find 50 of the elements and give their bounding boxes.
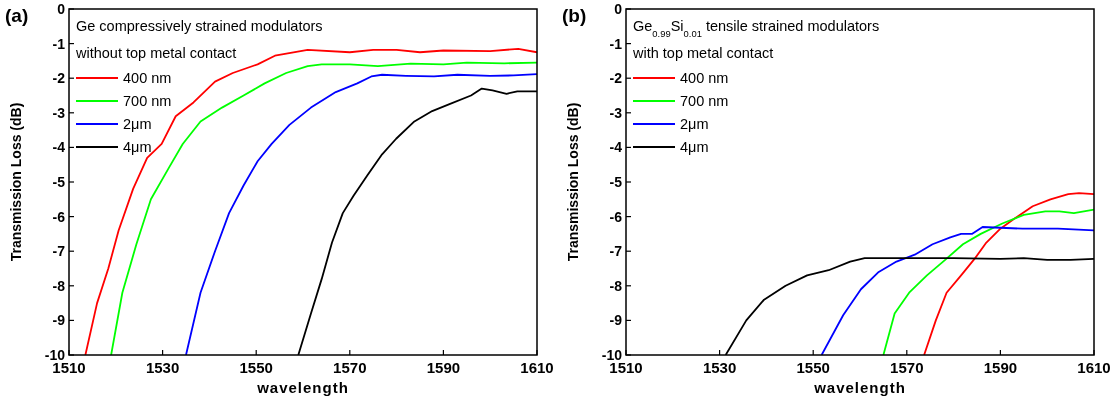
x-tick-label: 1610 (1077, 359, 1111, 376)
y-tick-label: -5 (52, 174, 66, 190)
line-series (923, 192, 1094, 355)
line-series (185, 73, 537, 355)
y-tick-label: -2 (52, 70, 66, 87)
legend-label: 2μm (680, 116, 709, 132)
x-tick-label: 1590 (983, 359, 1018, 376)
line-series (820, 226, 1094, 355)
y-tick-label: -7 (609, 243, 623, 260)
y-tick-label: -3 (609, 104, 623, 121)
y-tick-label: -9 (52, 312, 66, 329)
y-tick-label: -3 (52, 104, 66, 121)
y-tick-label: -1 (609, 35, 623, 52)
y-tick-label: -9 (609, 312, 623, 329)
y-tick-label: -4 (52, 139, 66, 156)
y-tick-label: -2 (609, 70, 623, 87)
y-axis-title: Transmission Loss (dB) (8, 102, 24, 262)
legend-label: 400 nm (123, 70, 172, 86)
legend-title: Ge compressively strained modulators without top metal contact (75, 18, 323, 61)
legend-label: 400 nm (680, 70, 729, 86)
y-tick-label: 0 (57, 1, 66, 17)
chart-title: (a) (5, 5, 29, 26)
y-tick-label: -6 (609, 208, 623, 225)
line-series (882, 208, 1094, 355)
x-tick-label: 1590 (426, 359, 461, 376)
x-tick-label: 1610 (520, 359, 554, 376)
legend-label: 700 nm (123, 93, 172, 109)
y-axis-title: Transmission Loss (dB) (565, 102, 581, 262)
x-axis-title: wavelength (813, 379, 906, 396)
legend-label: 4μm (123, 139, 152, 155)
legend-label: 4μm (680, 139, 709, 155)
y-tick-label: -7 (52, 243, 66, 260)
legend-label: 2μm (123, 116, 152, 132)
chart-title: (b) (562, 5, 587, 26)
x-tick-label: 1570 (890, 359, 924, 376)
y-tick-label: -8 (52, 277, 66, 294)
legend-label: 700 nm (680, 93, 729, 109)
y-tick-label: -8 (609, 277, 623, 294)
legend-title: Ge$_{0.99}$Si$_{0.01}$ tensile strained modulators with top metal contact (632, 18, 880, 61)
y-tick-label: -1 (52, 35, 66, 52)
x-tick-label: 1570 (333, 359, 367, 376)
x-tick-label: 1550 (796, 359, 830, 376)
y-tick-label: -4 (609, 139, 623, 156)
x-tick-label: 1530 (145, 359, 180, 376)
x-tick-label: 1550 (239, 359, 273, 376)
x-tick-label: 1530 (702, 359, 737, 376)
y-tick-label: 0 (614, 1, 623, 17)
y-tick-label: -6 (52, 208, 66, 225)
x-axis-title: wavelength (256, 379, 349, 396)
y-tick-label: -5 (609, 174, 623, 190)
